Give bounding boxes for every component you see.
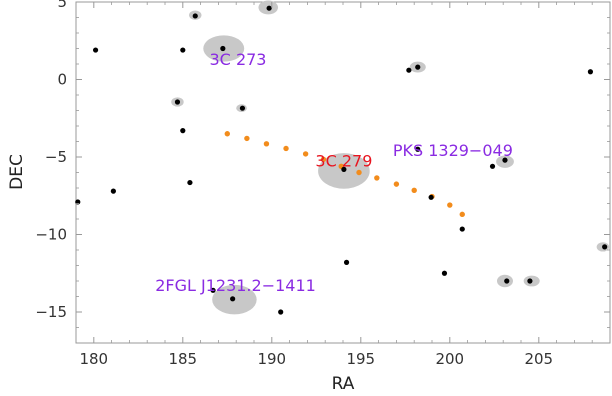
path-dot [244,135,250,142]
source-point [180,128,186,134]
source-point [266,5,272,11]
path-dot [411,187,417,194]
source-label: 2FGL J1231.2−1411 [155,276,316,295]
source-point [406,67,412,73]
y-tick-label: −10 [35,226,67,244]
y-axis-ticks: 5 0 −5 −10 −15 [35,0,610,344]
source-point [343,259,350,265]
x-tick-label: 200 [435,350,464,368]
x-axis-title: RA [332,374,355,394]
source-point [92,47,99,53]
x-tick-label: 195 [346,350,375,368]
path-dot [374,175,380,181]
x-tick-label: 190 [257,350,286,368]
path-dot [393,181,400,187]
path-dot [263,141,270,147]
source-point [527,278,533,284]
x-axis-ticks: 180 185 190 195 200 205 [75,2,611,368]
source-point [110,188,116,194]
source-point [187,179,193,186]
x-tick-label: 180 [79,350,108,368]
source-point [180,47,186,53]
source-point [192,13,198,19]
source-point [489,163,496,169]
path-dot [459,211,465,218]
y-tick-label: −15 [35,303,67,321]
path-dot [302,151,309,157]
source-label: 3C 273 [210,50,267,69]
y-tick-label: 0 [57,71,67,89]
path-dot [320,156,327,163]
path-dot [283,145,289,152]
path-dot [224,131,230,137]
source-point [504,278,510,284]
source-point [602,244,608,250]
path-dot [356,169,362,176]
source-point [415,146,421,152]
path-dot [447,202,453,208]
y-tick-label: 5 [57,0,67,11]
source-point [174,99,181,105]
source-point [278,309,284,315]
source-point [502,157,508,163]
source-point [428,194,434,200]
source-point [220,45,226,52]
error-regions [171,0,610,315]
x-tick-label: 205 [524,350,553,368]
source-point [341,166,347,172]
source-point [441,270,448,276]
y-axis-title: DEC [7,154,27,190]
source-points [75,5,608,315]
source-point [459,226,465,232]
source-label: 3C 279 [315,151,372,170]
source-point [210,287,216,293]
source-annotations: 3C 273 3C 279 PKS 1329−049 2FGL J1231.2−141… [155,50,513,295]
source-point [587,69,594,75]
x-tick-label: 185 [168,350,197,368]
source-point [230,296,236,302]
source-label: PKS 1329−049 [393,141,513,160]
source-point [415,64,421,70]
source-point [239,105,246,111]
y-tick-label: −5 [45,148,67,166]
